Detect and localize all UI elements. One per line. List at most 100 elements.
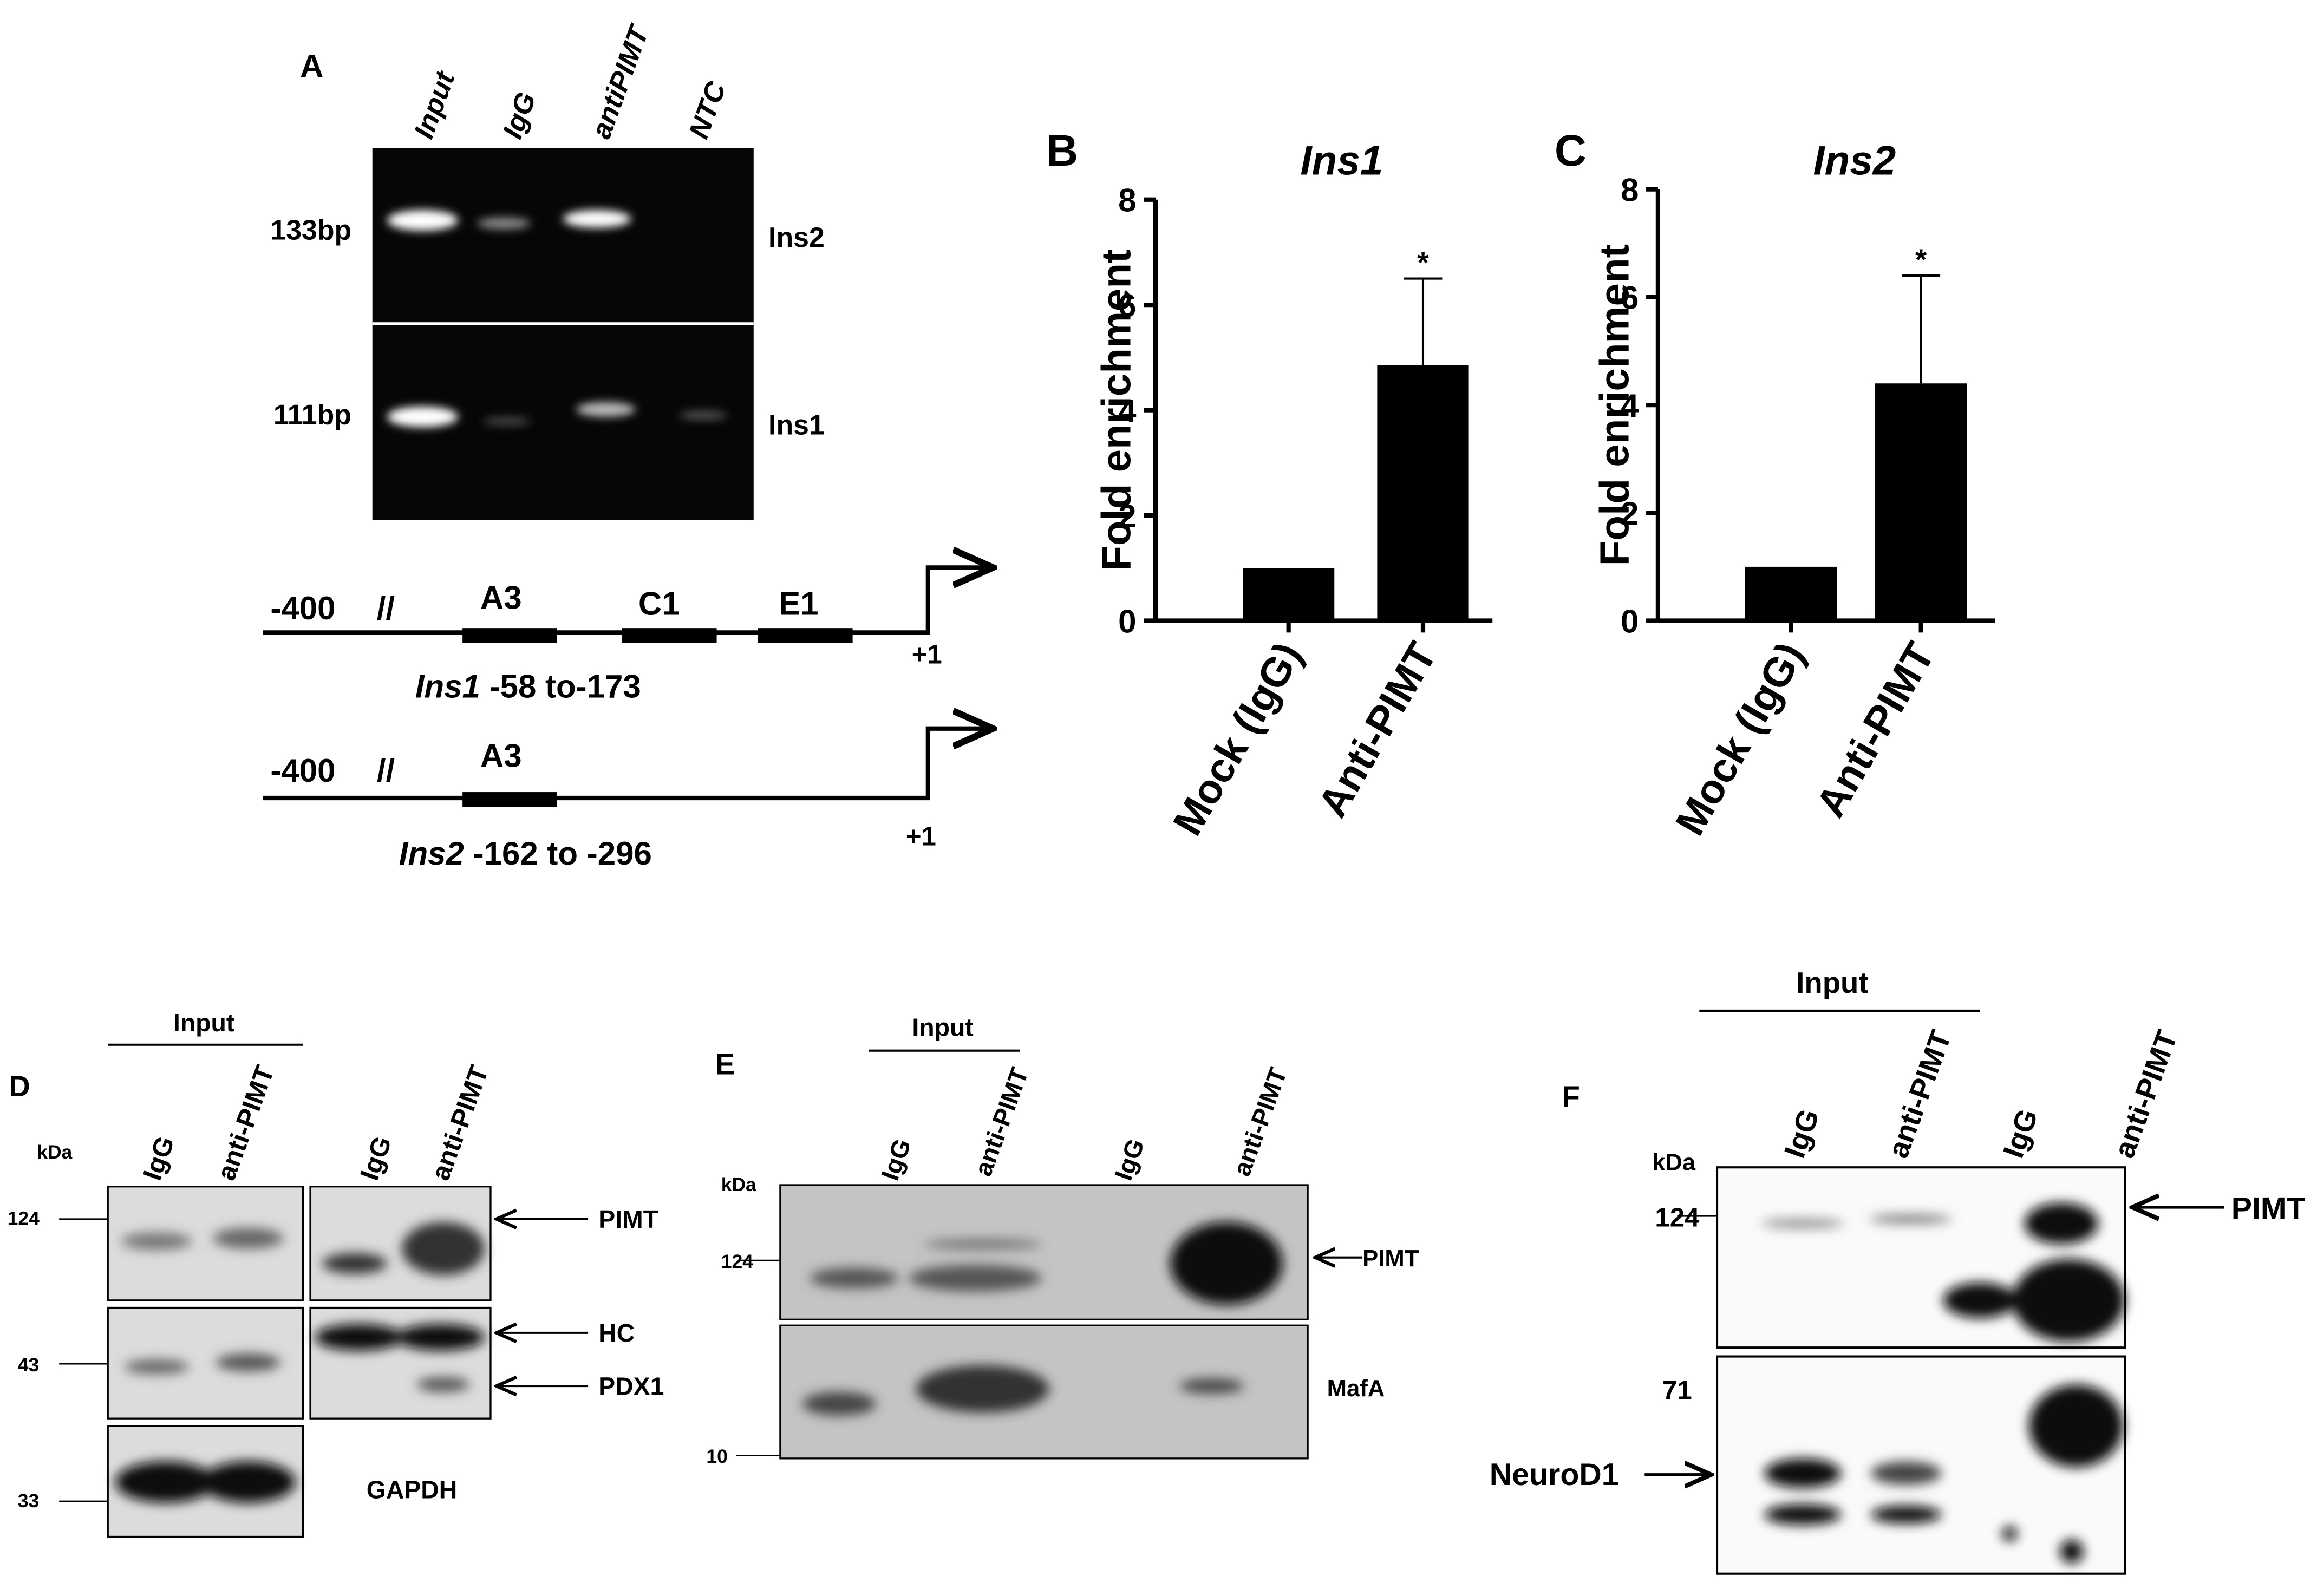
panel-e: E Input IgG anti-PIMT IgG anti-PIMT kDa …: [706, 1013, 1419, 1467]
marker-label: 43: [18, 1354, 39, 1376]
band-gene: Ins2: [768, 221, 825, 253]
blots: [107, 1186, 492, 1538]
y-tick-label: 2: [1118, 498, 1136, 534]
protein-label: PIMT: [1362, 1245, 1419, 1272]
element-label: E1: [779, 586, 818, 622]
lane-label: IgG: [138, 1133, 180, 1184]
element-label: C1: [638, 586, 680, 622]
gel-bands: [387, 210, 727, 428]
y-tick-label: 6: [1118, 287, 1136, 324]
protein-label: MafA: [1327, 1375, 1385, 1402]
significance: *: [1417, 246, 1429, 279]
lane-label: IgG: [496, 88, 541, 142]
band-size: 111bp: [273, 399, 351, 430]
error-bar: [1902, 274, 1941, 384]
lane-label: anti-PIMT: [2107, 1026, 2184, 1162]
lane-label: anti-PIMT: [212, 1062, 280, 1184]
protein-label: PIMT: [598, 1205, 658, 1233]
tss-label: +1: [912, 640, 942, 670]
break-mark: //: [377, 590, 395, 626]
x-tick-label: Anti-PIMT: [1807, 635, 1944, 825]
x-tick-label: Anti-PIMT: [1309, 635, 1446, 825]
unit-label: kDa: [721, 1174, 756, 1195]
group-label: Input: [1796, 966, 1868, 999]
group-label: Input: [173, 1009, 234, 1037]
element-label: A3: [480, 738, 522, 774]
panel-label: E: [715, 1048, 735, 1081]
y-tick-label: 0: [1621, 603, 1639, 639]
panel-label: F: [1562, 1080, 1580, 1113]
lane-label: anti-PIMT: [1881, 1026, 1957, 1162]
significance: *: [1915, 243, 1927, 276]
bar: [1243, 568, 1335, 621]
promoter-caption: Ins1 -58 to-173: [415, 668, 641, 704]
bar: [1875, 383, 1967, 621]
group-label: Input: [912, 1013, 973, 1041]
x-tick-label: Mock (IgG): [1667, 635, 1814, 843]
y-tick-label: 4: [1118, 393, 1137, 429]
y-tick-label: 4: [1621, 388, 1639, 424]
lane-label: IgG: [1996, 1104, 2044, 1162]
unit-label: kDa: [1652, 1149, 1696, 1176]
marker-label: 33: [18, 1490, 39, 1512]
y-tick-label: 2: [1621, 495, 1639, 532]
lane-label: IgG: [1109, 1135, 1150, 1184]
gene-name: Ins1: [415, 668, 480, 704]
blot-bands: [115, 1222, 485, 1503]
blot-bands: [802, 1222, 1283, 1416]
unit-label: kDa: [37, 1141, 72, 1163]
x-tick-label: Mock (IgG): [1165, 635, 1311, 843]
protein-label: HC: [598, 1319, 635, 1347]
lane-label: NTC: [682, 77, 732, 142]
protein-label: PIMT: [2231, 1192, 2306, 1226]
promoter-start: -400: [270, 590, 335, 626]
panel-label: B: [1046, 126, 1078, 175]
chart-title: Ins2: [1813, 138, 1896, 184]
band-gene: Ins1: [768, 409, 825, 441]
y-axis-label: Fold enrichment: [1591, 244, 1637, 566]
lane-label: anti-PIMT: [969, 1064, 1034, 1180]
lane-label: IgG: [355, 1133, 397, 1184]
bar: [1377, 365, 1469, 621]
error-bar: [1404, 277, 1443, 366]
lane-label: IgG: [1778, 1104, 1825, 1162]
marker-label: 10: [706, 1445, 727, 1467]
y-axis-label: Fold enrichment: [1094, 249, 1140, 571]
panel-label: C: [1555, 126, 1587, 175]
panel-label: A: [300, 48, 323, 84]
panel-label: D: [9, 1070, 30, 1103]
marker-label: 124: [1655, 1203, 1700, 1232]
break-mark: //: [377, 753, 395, 789]
promoter-diagram: [263, 567, 993, 801]
protein-label: GAPDH: [367, 1476, 457, 1504]
blot-bands: [1761, 1202, 2125, 1564]
protein-label: PDX1: [598, 1372, 664, 1400]
promoter-caption: Ins2 -162 to -296: [399, 835, 652, 872]
panel-d: D Input IgG anti-PIMT IgG anti-PIMT kDa …: [8, 1009, 664, 1538]
element-label: A3: [480, 580, 522, 616]
y-tick-label: 8: [1118, 182, 1136, 219]
promoter-elements: [462, 628, 853, 807]
y-tick-label: 8: [1621, 172, 1639, 208]
y-tick-label: 6: [1621, 280, 1639, 316]
panel-f: F Input IgG anti-PIMT IgG anti-PIMT kDa …: [1490, 966, 2306, 1575]
lane-label: antiPIMT: [585, 19, 655, 142]
promoter-range: -162 to -296: [473, 835, 652, 872]
gel: [372, 148, 754, 520]
marker-label: 124: [721, 1251, 753, 1272]
marker-label: 124: [8, 1208, 40, 1229]
band-size: 133bp: [270, 214, 351, 245]
promoter-range: -58 to-173: [489, 668, 641, 704]
lane-label: IgG: [876, 1135, 916, 1184]
lane-label: anti-PIMT: [1227, 1064, 1292, 1180]
lane-label: Input: [408, 66, 461, 142]
bar: [1745, 566, 1837, 621]
panel-a: A Input IgG antiPIMT NTC 133bp Ins2 111b…: [263, 19, 993, 872]
protein-label: NeuroD1: [1490, 1457, 1619, 1492]
chart-title: Ins1: [1300, 138, 1383, 184]
marker-label: 71: [1662, 1376, 1692, 1405]
y-tick-label: 0: [1118, 603, 1136, 639]
gene-name: Ins2: [399, 835, 464, 872]
promoter-start: -400: [270, 753, 335, 789]
